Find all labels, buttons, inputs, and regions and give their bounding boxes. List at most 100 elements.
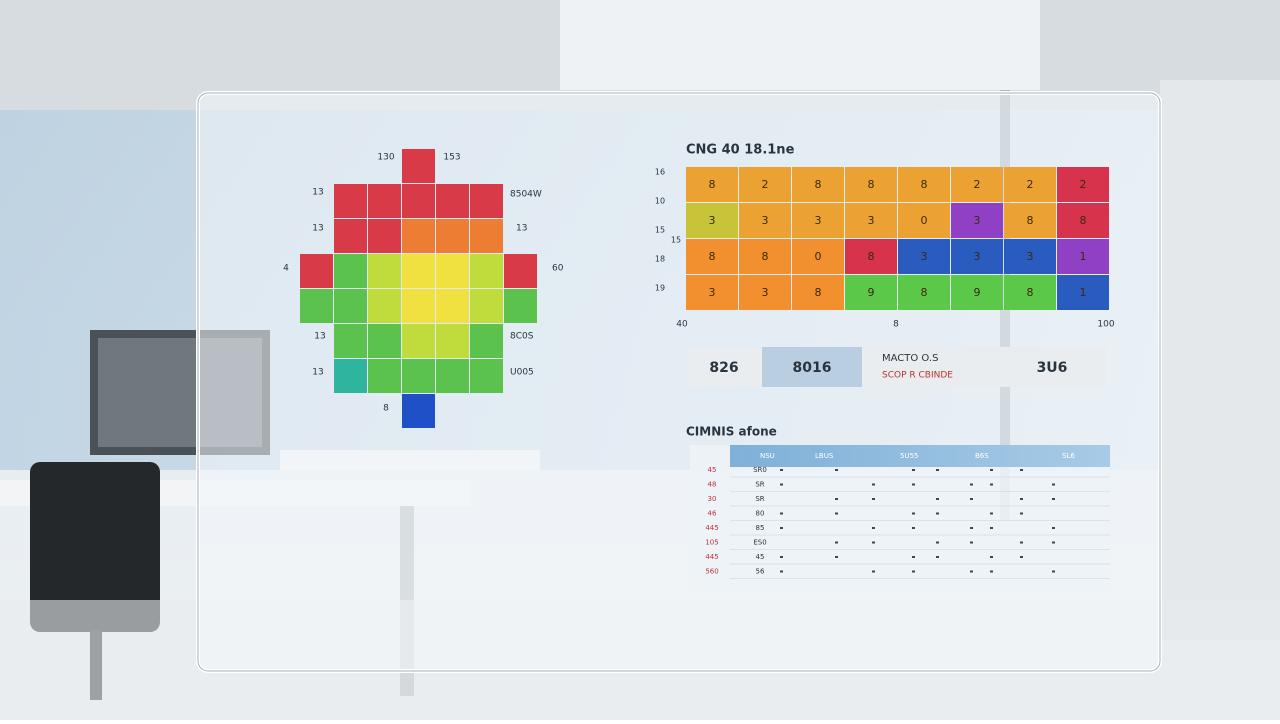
table-dot <box>780 527 783 529</box>
table-dot <box>990 570 993 573</box>
table-body: NSU LBUS 5U55 B6S SL6 45 SR0 48 SR 30 SR 46 80 445 85 1… <box>705 452 1110 579</box>
heat-label: 8 <box>383 404 389 414</box>
grid-cell <box>845 239 897 274</box>
heat-cell <box>436 219 469 253</box>
cell-label: 8 <box>868 178 875 191</box>
cell-label: 8 <box>1027 214 1034 227</box>
grid-cell <box>1004 275 1056 310</box>
cell-label: 2 <box>1027 178 1034 191</box>
row-code: 56 <box>756 568 765 576</box>
table-dot <box>1052 498 1055 500</box>
grid-cell <box>951 203 1003 238</box>
table-dot <box>835 556 838 558</box>
heat-label: 13 <box>516 224 527 234</box>
grid-cell <box>739 239 791 274</box>
grid-cell <box>792 167 844 202</box>
ceiling-light <box>560 0 1040 90</box>
table-title: CIMNIS afone <box>686 425 777 439</box>
grid-cell <box>686 167 738 202</box>
grid-cell <box>951 167 1003 202</box>
row-code: 45 <box>756 553 765 561</box>
grid-cell <box>845 275 897 310</box>
cell-label: 8 <box>815 178 822 191</box>
row-label: 48 <box>708 481 717 489</box>
heat-label: U005 <box>510 368 534 378</box>
row-code: SR0 <box>753 466 767 474</box>
table-dot <box>970 570 973 573</box>
cell-label: 8 <box>921 178 928 191</box>
cell-label: 3 <box>921 250 928 263</box>
table-dot <box>970 498 973 500</box>
heat-cell <box>334 359 367 393</box>
grid-cell <box>898 275 950 310</box>
table-header-cell: SL6 <box>1062 452 1075 460</box>
heat-cell <box>334 324 367 358</box>
table-dot <box>912 556 915 558</box>
grid-cell <box>951 275 1003 310</box>
grid-cell <box>898 167 950 202</box>
cell-label: 2 <box>762 178 769 191</box>
heat-cell <box>470 289 503 323</box>
heat-cell <box>402 289 435 323</box>
table-dot <box>936 512 939 515</box>
stats-highlight <box>762 347 862 387</box>
heat-cell <box>436 359 469 393</box>
stat-subtitle: SCOP R CBINDE <box>882 371 953 381</box>
table-dot <box>835 541 838 544</box>
stat-value: 826 <box>709 360 738 376</box>
grid-cell <box>686 275 738 310</box>
table-dot <box>936 556 939 558</box>
cell-label: 2 <box>1080 178 1087 191</box>
row-label: 10 <box>655 197 665 206</box>
grid-cell <box>898 203 950 238</box>
row-code: 85 <box>756 524 765 532</box>
table-dot <box>912 512 915 515</box>
cell-label: 8 <box>1027 286 1034 299</box>
cell-label: 3 <box>868 214 875 227</box>
table-dot <box>780 556 783 558</box>
table-dot <box>872 527 875 529</box>
grid-cell <box>1057 275 1109 310</box>
heat-cell <box>436 289 469 323</box>
table-dot <box>872 570 875 573</box>
cell-label: 0 <box>815 250 822 263</box>
heat-label: 13 <box>312 224 323 234</box>
row-code: SR <box>755 481 764 489</box>
heat-cell <box>368 289 401 323</box>
heat-cell <box>402 149 435 183</box>
table-dot <box>1020 469 1023 471</box>
table-dot <box>1052 541 1055 544</box>
stat-value: 8016 <box>793 360 832 376</box>
grid-cell <box>845 203 897 238</box>
table-dot <box>912 570 915 573</box>
heat-cell <box>402 254 435 288</box>
table-header <box>730 445 1110 467</box>
heat-cell <box>402 219 435 253</box>
heat-cell <box>504 254 537 288</box>
glass-panel-edge <box>197 92 1161 672</box>
heat-cell <box>470 324 503 358</box>
grid-cell <box>898 239 950 274</box>
heat-label: 130 <box>377 153 394 163</box>
cell-label: 3 <box>974 250 981 263</box>
cell-label: 8 <box>868 250 875 263</box>
heat-label: 8C0S <box>510 332 534 342</box>
table-dot <box>990 512 993 515</box>
cell-label: 1 <box>1080 286 1087 299</box>
heat-label: 13 <box>312 368 323 378</box>
heat-cell <box>334 184 367 218</box>
heat-label: 153 <box>443 153 460 163</box>
stat-value: 3U6 <box>1037 360 1068 376</box>
cell-label: 3 <box>815 214 822 227</box>
grid-cell <box>1004 239 1056 274</box>
heatmap: 130 153 13 13 4 13 13 8 8504W 13 60 8C0S U005 <box>283 149 564 428</box>
grid-title: CNG 40 18.1ne <box>686 143 795 158</box>
table-dot <box>970 527 973 529</box>
row-code: 80 <box>756 510 765 518</box>
grid-cell <box>1057 167 1109 202</box>
grid-cell <box>686 239 738 274</box>
cell-label: 8 <box>815 286 822 299</box>
cell-label: 3 <box>709 214 716 227</box>
heat-cell <box>470 359 503 393</box>
